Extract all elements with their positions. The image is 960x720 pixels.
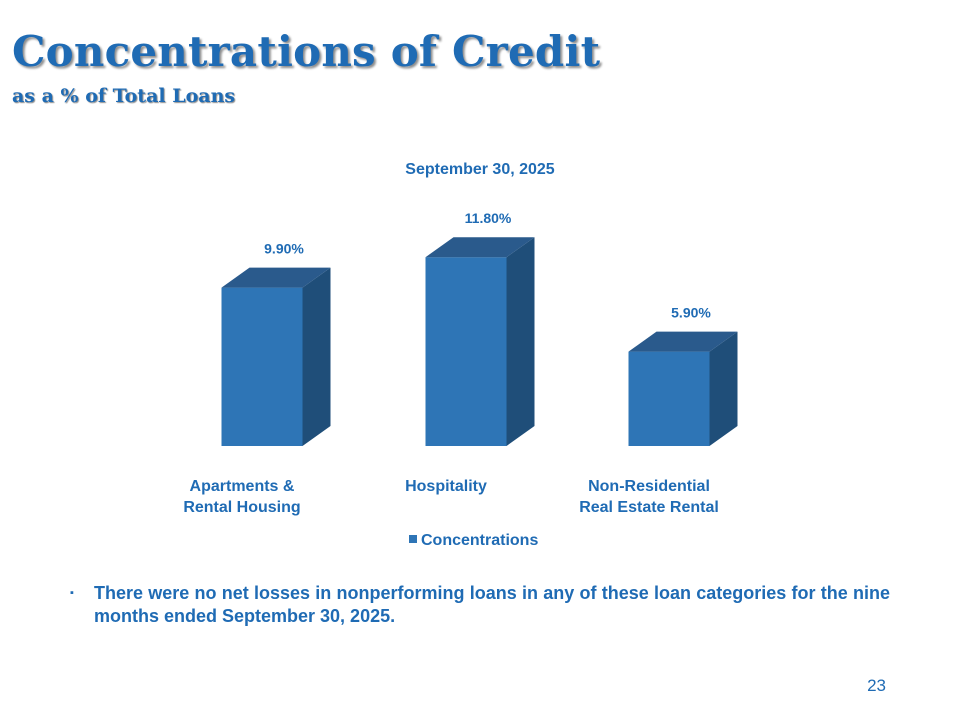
slide-title: Concentrations of Credit — [12, 27, 601, 76]
page-number: 23 — [867, 676, 886, 695]
bar-2 — [425, 237, 535, 446]
category-label: Apartments & Rental Housing — [183, 478, 300, 516]
category-label: Non-Residential Real Estate Rental — [579, 478, 719, 516]
bar-side — [506, 237, 535, 446]
data-label: 5.90% — [671, 305, 711, 321]
bar-side — [709, 331, 738, 446]
category-label: Hospitality — [405, 478, 487, 495]
bars-group: 9.90% Apartments & Rental Housing 11.80% Hos… — [183, 210, 738, 516]
legend: Concentrations — [409, 532, 538, 549]
bar-top — [628, 331, 738, 352]
bar-side — [302, 267, 331, 446]
bar-chart: September 30, 2025 9.90% Apartments & Rent… — [183, 161, 738, 549]
legend-swatch — [409, 535, 417, 543]
bar-top — [425, 237, 535, 258]
bullet-marker: ▪ — [70, 587, 74, 599]
slide-subtitle: as a % of Total Loans — [12, 85, 236, 107]
bullet-point: ▪ There were no net losses in nonperform… — [70, 582, 890, 628]
bullet-text: There were no net losses in nonperformin… — [94, 583, 890, 626]
chart-title: September 30, 2025 — [405, 161, 555, 178]
data-label: 11.80% — [465, 210, 512, 226]
bar-3 — [628, 331, 738, 446]
bar-1 — [221, 267, 331, 446]
bar-front — [425, 257, 507, 446]
bar-front — [221, 287, 303, 446]
bar-front — [628, 351, 710, 446]
data-label: 9.90% — [264, 241, 304, 257]
legend-label: Concentrations — [421, 532, 538, 549]
bar-top — [221, 267, 331, 288]
